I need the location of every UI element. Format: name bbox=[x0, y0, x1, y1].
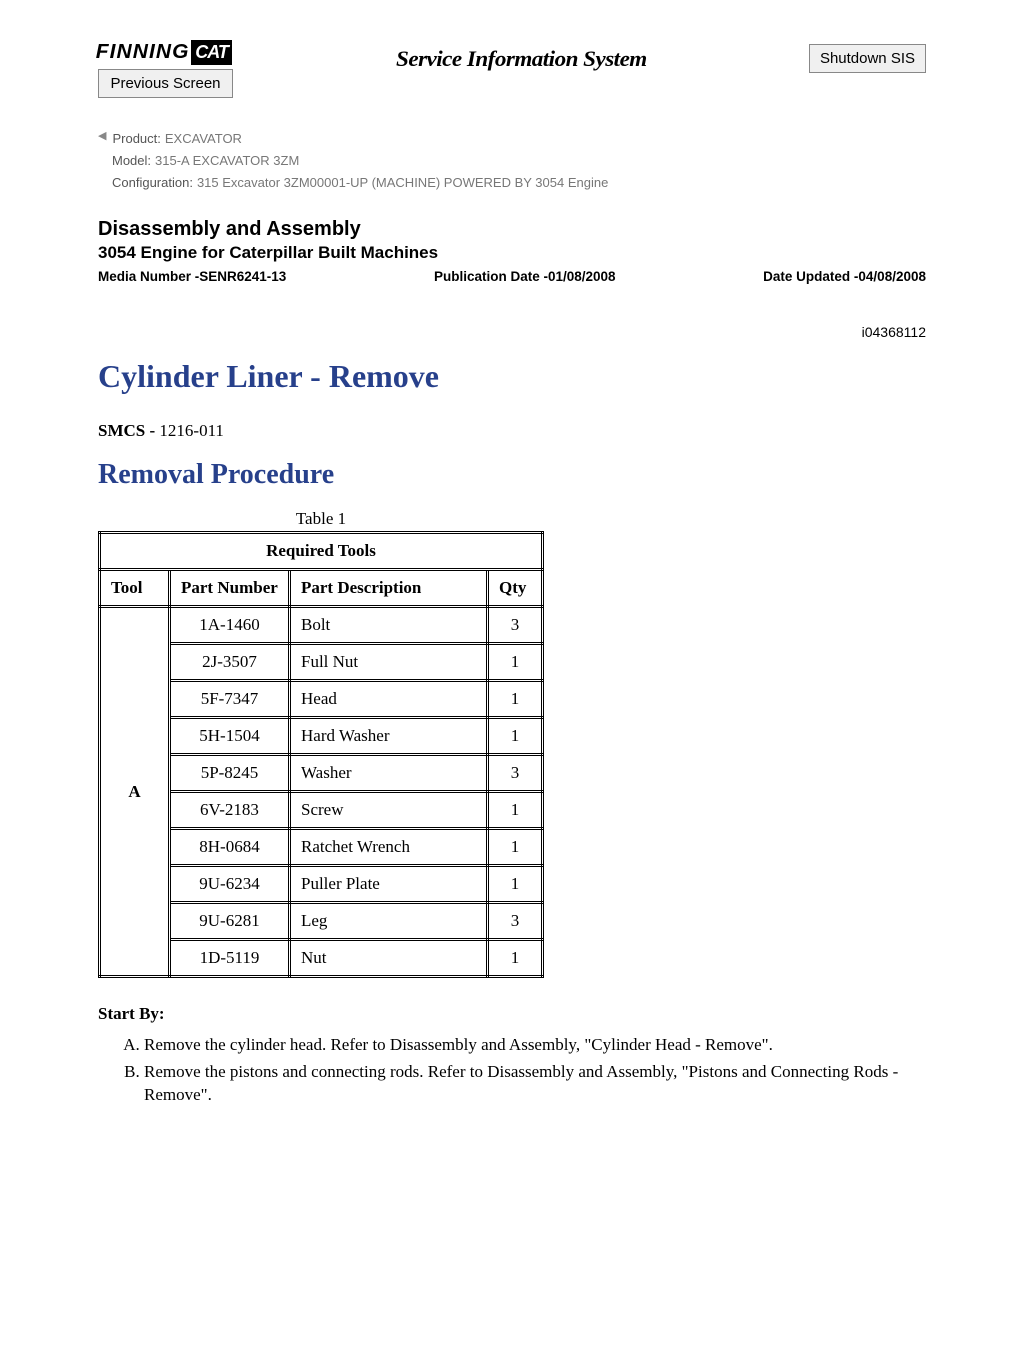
config-value: 315 Excavator 3ZM00001-UP (MACHINE) POWE… bbox=[197, 172, 608, 194]
part-description-cell: Nut bbox=[290, 940, 488, 977]
product-label: Product: bbox=[112, 128, 160, 150]
part-number-cell: 1A-1460 bbox=[170, 607, 290, 644]
part-number-cell: 2J-3507 bbox=[170, 644, 290, 681]
list-item: Remove the pistons and connecting rods. … bbox=[144, 1061, 926, 1107]
model-value: 315-A EXCAVATOR 3ZM bbox=[155, 150, 299, 172]
part-description-cell: Washer bbox=[290, 755, 488, 792]
qty-cell: 3 bbox=[488, 607, 543, 644]
qty-cell: 1 bbox=[488, 866, 543, 903]
qty-cell: 1 bbox=[488, 718, 543, 755]
table-caption: Table 1 bbox=[98, 509, 544, 529]
part-number-cell: 5H-1504 bbox=[170, 718, 290, 755]
shutdown-sis-button[interactable]: Shutdown SIS bbox=[809, 44, 926, 73]
part-description-cell: Ratchet Wrench bbox=[290, 829, 488, 866]
qty-cell: 1 bbox=[488, 792, 543, 829]
system-title: Service Information System bbox=[396, 46, 647, 72]
smcs-label: SMCS - bbox=[98, 421, 155, 440]
part-description-cell: Screw bbox=[290, 792, 488, 829]
part-number-cell: 1D-5119 bbox=[170, 940, 290, 977]
logo: FINNING CAT bbox=[98, 40, 233, 65]
col-part-description: Part Description bbox=[290, 570, 488, 607]
part-description-cell: Hard Washer bbox=[290, 718, 488, 755]
section-subtitle: 3054 Engine for Caterpillar Built Machin… bbox=[98, 243, 926, 263]
qty-cell: 1 bbox=[488, 940, 543, 977]
qty-cell: 3 bbox=[488, 755, 543, 792]
table-header-row: Tool Part Number Part Description Qty bbox=[100, 570, 543, 607]
required-tools-table: Required Tools Tool Part Number Part Des… bbox=[98, 531, 544, 978]
config-label: Configuration: bbox=[112, 172, 193, 194]
part-description-cell: Bolt bbox=[290, 607, 488, 644]
date-updated: Date Updated -04/08/2008 bbox=[763, 269, 926, 284]
part-number-cell: 8H-0684 bbox=[170, 829, 290, 866]
document-id: i04368112 bbox=[98, 324, 926, 340]
section-title: Disassembly and Assembly bbox=[98, 218, 926, 241]
model-label: Model: bbox=[112, 150, 151, 172]
logo-block: FINNING CAT Previous Screen bbox=[98, 40, 233, 98]
logo-finning-text: FINNING bbox=[96, 41, 190, 64]
qty-cell: 1 bbox=[488, 681, 543, 718]
part-description-cell: Full Nut bbox=[290, 644, 488, 681]
part-description-cell: Head bbox=[290, 681, 488, 718]
table-title: Required Tools bbox=[100, 533, 543, 570]
header: FINNING CAT Previous Screen Service Info… bbox=[98, 40, 926, 98]
qty-cell: 3 bbox=[488, 903, 543, 940]
publication-date: Publication Date -01/08/2008 bbox=[434, 269, 616, 284]
part-number-cell: 9U-6281 bbox=[170, 903, 290, 940]
part-number-cell: 9U-6234 bbox=[170, 866, 290, 903]
qty-cell: 1 bbox=[488, 644, 543, 681]
tools-table-wrap: Table 1 Required Tools Tool Part Number … bbox=[98, 509, 544, 978]
part-number-cell: 6V-2183 bbox=[170, 792, 290, 829]
product-value: EXCAVATOR bbox=[165, 128, 242, 150]
smcs-code: SMCS - 1216-011 bbox=[98, 421, 926, 441]
tool-group-cell: A bbox=[100, 607, 170, 977]
part-description-cell: Leg bbox=[290, 903, 488, 940]
qty-cell: 1 bbox=[488, 829, 543, 866]
col-tool: Tool bbox=[100, 570, 170, 607]
part-number-cell: 5F-7347 bbox=[170, 681, 290, 718]
start-by-list: Remove the cylinder head. Refer to Disas… bbox=[98, 1034, 926, 1107]
start-by-heading: Start By: bbox=[98, 1004, 926, 1024]
table-row: A1A-1460Bolt3 bbox=[100, 607, 543, 644]
part-number-cell: 5P-8245 bbox=[170, 755, 290, 792]
col-qty: Qty bbox=[488, 570, 543, 607]
media-number: Media Number -SENR6241-13 bbox=[98, 269, 286, 284]
smcs-value: 1216-011 bbox=[159, 421, 224, 440]
back-arrow-icon[interactable]: ◀ bbox=[98, 127, 106, 149]
col-part-number: Part Number bbox=[170, 570, 290, 607]
product-meta: ◀ Product: EXCAVATOR Model: 315-A EXCAVA… bbox=[98, 128, 926, 194]
part-description-cell: Puller Plate bbox=[290, 866, 488, 903]
publication-row: Media Number -SENR6241-13 Publication Da… bbox=[98, 269, 926, 284]
previous-screen-button[interactable]: Previous Screen bbox=[98, 69, 233, 98]
procedure-heading: Removal Procedure bbox=[98, 459, 926, 491]
list-item: Remove the cylinder head. Refer to Disas… bbox=[144, 1034, 926, 1057]
logo-cat-text: CAT bbox=[191, 40, 232, 65]
page-title: Cylinder Liner - Remove bbox=[98, 358, 926, 395]
